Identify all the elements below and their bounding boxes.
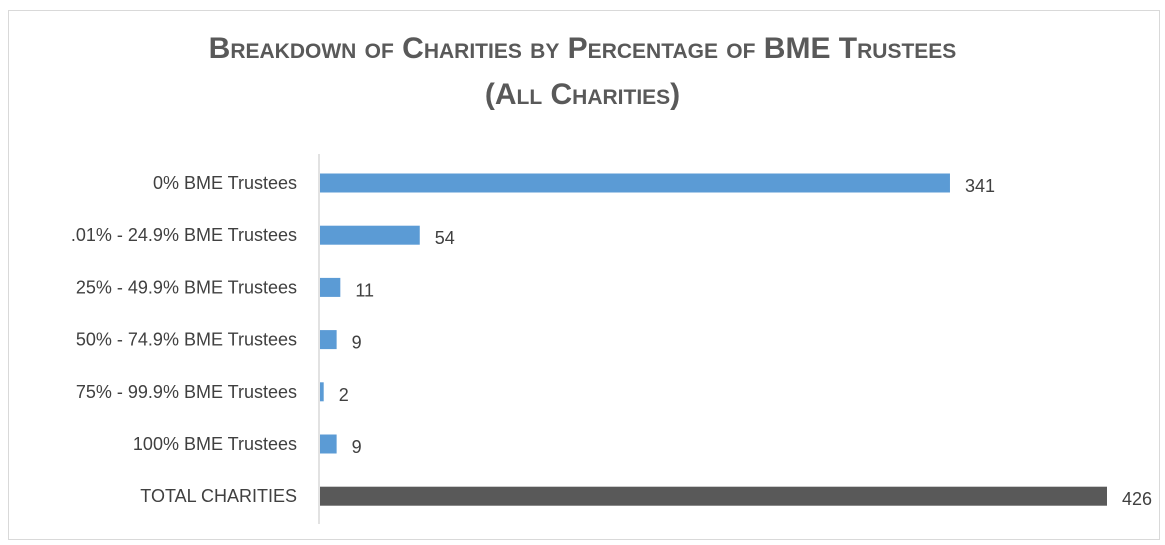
category-label-2: 25% - 49.9% BME Trustees	[76, 277, 297, 297]
category-label-3: 50% - 74.9% BME Trustees	[76, 330, 297, 350]
bar-0	[320, 173, 950, 193]
category-label-0: 0% BME Trustees	[153, 173, 297, 193]
bar-3	[320, 330, 337, 350]
data-label-5: 9	[352, 437, 362, 457]
chart-title-line-1: Breakdown of Charities by Percentage of …	[208, 32, 957, 65]
category-label-4: 75% - 99.9% BME Trustees	[76, 382, 297, 402]
data-label-4: 2	[339, 385, 349, 405]
bars-group: 0% BME Trustees 341 .01% - 24.9% BME Trust…	[71, 173, 1152, 509]
bar-4	[320, 382, 324, 402]
category-label-5: 100% BME Trustees	[133, 434, 297, 454]
data-label-6: 426	[1122, 489, 1152, 509]
bar-1	[320, 225, 420, 245]
data-label-3: 9	[352, 333, 362, 353]
data-label-1: 54	[435, 228, 455, 248]
category-label-1: .01% - 24.9% BME Trustees	[71, 225, 297, 245]
bar-5	[320, 434, 337, 454]
chart-frame	[8, 10, 1160, 540]
bar-6	[320, 486, 1107, 506]
bar-2	[320, 277, 341, 297]
data-label-2: 11	[355, 280, 374, 300]
chart-title-line-2: (All Charities)	[484, 78, 681, 111]
data-label-0: 341	[965, 176, 995, 196]
category-label-6: TOTAL CHARITIES	[140, 486, 297, 506]
chart-title: Breakdown of Charities by Percentage of …	[0, 26, 1165, 118]
